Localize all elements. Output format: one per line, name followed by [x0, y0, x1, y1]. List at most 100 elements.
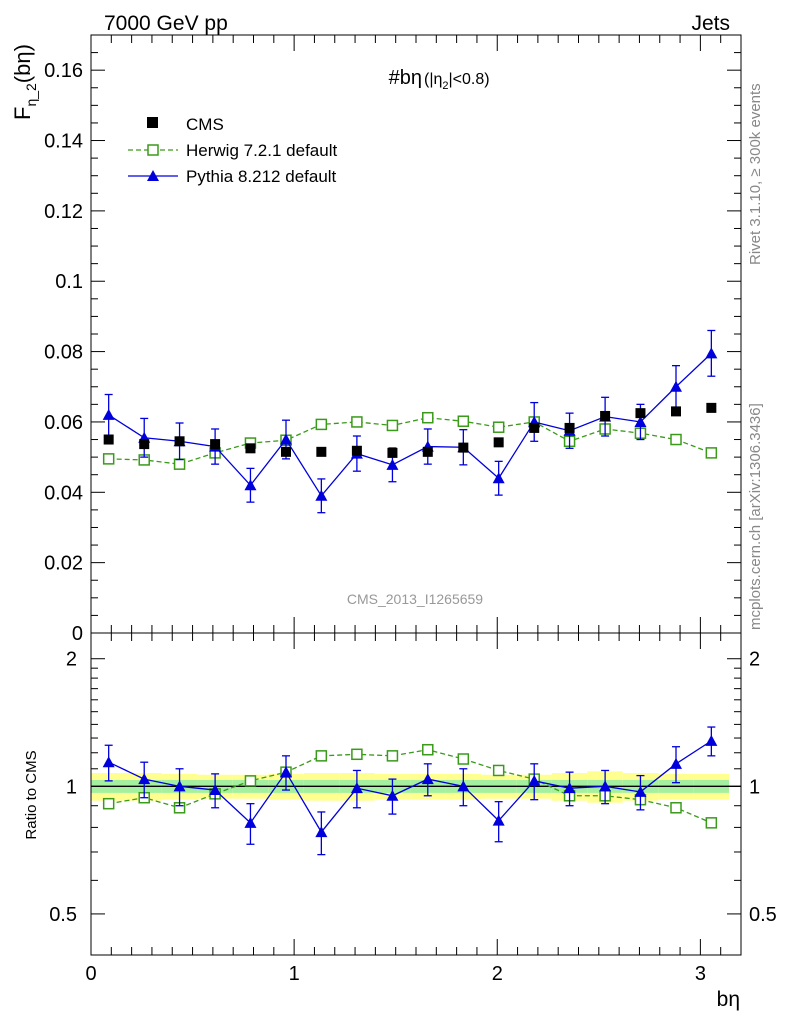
legend-cms-marker [147, 117, 158, 128]
cms-point [458, 442, 469, 453]
ratio-pythia-point [634, 785, 647, 797]
main-y-tick-label: 0.14 [44, 131, 83, 153]
cms-point [600, 410, 611, 421]
main-y-tick-label: 0 [72, 623, 83, 645]
ratio-pythia-point [528, 774, 541, 786]
title-cut-sub: 2 [442, 80, 448, 92]
pythia-point [670, 380, 682, 392]
ratio-pythia-point [492, 814, 505, 826]
main-y-axis: 0 0.02 0.04 0.06 0.08 0.1 0.12 0.14 0.16 [44, 34, 741, 645]
cms-point [635, 408, 646, 419]
rivet-version-label: Rivet 3.1.10, ≥ 300k events [747, 83, 764, 265]
pythia-point [315, 489, 328, 501]
collision-label: 7000 GeV pp [104, 12, 228, 35]
ratio-pythia-point [599, 780, 612, 792]
ratio-herwig-point [670, 802, 682, 814]
herwig-point [705, 447, 718, 459]
mcplots-source-label: mcplots.cern.ch [arXiv:1306.3436] [747, 403, 764, 630]
x-axis-label: bη [717, 988, 740, 1011]
cms-point [564, 422, 575, 433]
ratio-herwig-point [492, 764, 505, 777]
legend-cms-label: CMS [186, 115, 224, 134]
legend: CMS Herwig 7.2.1 default Pythia 8.212 de… [128, 115, 337, 186]
y-label-sub: η_2 [23, 83, 39, 107]
ratio-y-axis: 0.5 0.5 1 1 2 2 [49, 649, 777, 956]
main-y-label: Fη_2(bη) [10, 44, 39, 120]
main-y-tick-label: 0.02 [44, 553, 83, 575]
cms-point [671, 406, 681, 417]
ratio-x-axis: 0 1 2 3 [85, 633, 742, 985]
cms-point [493, 437, 504, 448]
ratio-pythia-point [386, 789, 399, 801]
pythia-line [108, 352, 712, 497]
ratio-y-tick-label: 0.5 [49, 904, 77, 926]
ratio-herwig-point [351, 748, 363, 761]
ratio-pythia-point [173, 780, 186, 792]
pythia-point [492, 472, 505, 484]
ratio-herwig-point [102, 797, 115, 810]
legend-pythia-label: Pythia 8.212 default [186, 167, 337, 186]
cms-point [706, 402, 717, 413]
ratio-herwig-point [705, 817, 718, 829]
ratio-y-tick-label-right: 2 [749, 649, 760, 671]
cms-point [139, 439, 150, 450]
panel-title: #bη [389, 67, 422, 89]
ratio-pythia-point [421, 773, 434, 785]
ratio-pythia-point [280, 766, 292, 778]
pythia-point [386, 458, 399, 470]
ratio-pythia-line [108, 740, 712, 834]
ratio-herwig-point [315, 750, 328, 762]
main-x-ticks [90, 35, 742, 633]
ratio-series-layer [102, 726, 718, 856]
herwig-point [422, 411, 434, 424]
main-y-tick-label: 0.12 [44, 201, 83, 223]
cms-point [422, 446, 433, 457]
ratio-y-tick-label-right: 0.5 [749, 904, 777, 926]
x-tick-label: 3 [695, 963, 706, 985]
ratio-herwig-point [422, 743, 434, 756]
main-y-tick-label: 0.06 [44, 412, 83, 434]
ratio-pythia-point [670, 757, 682, 769]
pythia-point [244, 479, 257, 491]
main-y-tick-label: 0.16 [44, 60, 83, 82]
ratio-pythia-point [138, 773, 151, 785]
herwig-line [108, 417, 712, 465]
cms-point [174, 436, 185, 447]
ratio-pythia-point [350, 782, 363, 794]
y-label-main: F [10, 107, 35, 120]
cms-point [529, 422, 540, 433]
cms-point [103, 434, 114, 445]
title-cut-open: (|η [424, 71, 442, 88]
ratio-y-tick-label: 2 [66, 649, 77, 671]
ratio-herwig-point [457, 753, 470, 765]
pythia-point [705, 347, 718, 359]
cms-point [387, 447, 398, 458]
cms-point [210, 439, 221, 450]
ratio-y-tick-label-right: 1 [749, 776, 760, 798]
ratio-pythia-point [315, 826, 328, 838]
cms-point [245, 443, 256, 454]
legend-herwig-marker [147, 144, 159, 156]
ratio-y-tick-label: 1 [66, 776, 77, 798]
main-series-layer [102, 329, 718, 514]
ratio-panel: 0.5 0.5 1 1 2 2 0 1 2 3 Ratio to CMS bη [23, 632, 777, 1011]
cms-point [281, 446, 291, 457]
herwig-point [492, 421, 505, 433]
ratio-pythia-point [102, 756, 115, 768]
ratio-pythia-point [209, 784, 222, 796]
pythia-point [634, 415, 647, 427]
y-label-end: (bη) [10, 44, 35, 83]
x-tick-label: 2 [492, 963, 503, 985]
analysis-id-label: CMS_2013_I1265659 [347, 591, 483, 607]
legend-pythia-marker [147, 170, 159, 181]
herwig-point [351, 416, 363, 428]
x-tick-label: 0 [85, 963, 96, 985]
ratio-herwig-point [244, 775, 257, 787]
process-label: Jets [691, 12, 730, 35]
title-cut-close: |<0.8) [449, 71, 490, 88]
ratio-pythia-point [563, 782, 576, 794]
main-panel: 0 0.02 0.04 0.06 0.08 0.1 0.12 0.14 0.16 #bη (|η… [10, 34, 742, 645]
ratio-herwig-point [386, 750, 399, 762]
herwig-point [386, 419, 399, 432]
